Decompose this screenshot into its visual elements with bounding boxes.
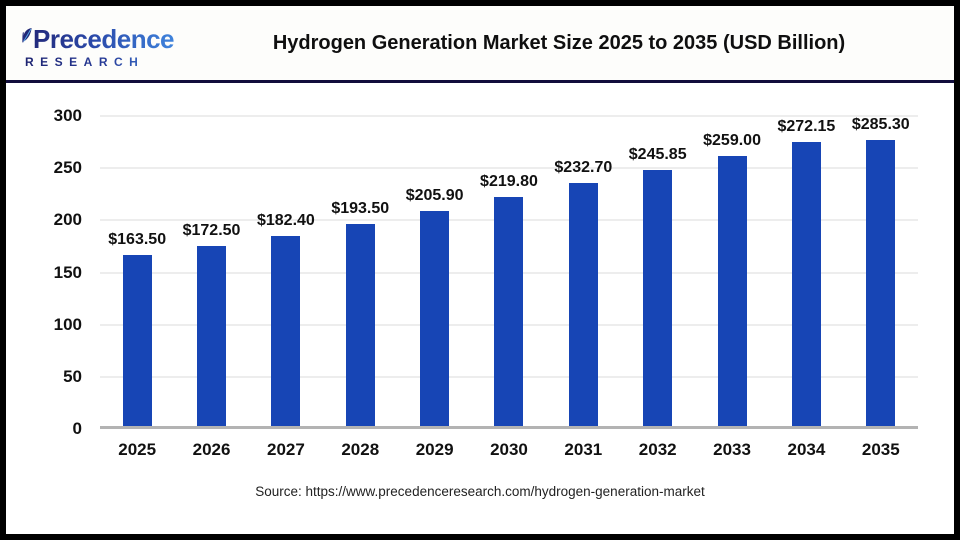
source-text: Source: https://www.precedenceresearch.c…	[255, 484, 705, 499]
x-tick-label: 2027	[266, 440, 305, 459]
bar-value-label: $205.90	[405, 187, 464, 205]
x-tick-label: 2031	[564, 440, 603, 459]
y-tick-label: 50	[63, 366, 82, 386]
bar	[271, 235, 301, 426]
bar	[420, 211, 450, 426]
bar	[568, 183, 598, 426]
header-divider	[6, 80, 954, 83]
bar-column: $163.50	[100, 116, 174, 426]
bar-column: $272.15	[769, 116, 843, 426]
bar-column: $232.70	[546, 116, 620, 426]
x-tick-label: 2025	[118, 440, 157, 459]
y-tick-label: 100	[53, 314, 82, 334]
y-tick-label: 250	[53, 158, 82, 178]
bar-value-label: $182.40	[256, 211, 315, 229]
x-tick-label: 2035	[861, 440, 900, 459]
bar-value-label: $259.00	[703, 131, 761, 149]
bar-column: $285.30	[844, 116, 918, 426]
bar-column: $245.85	[621, 116, 695, 426]
bar-value-label: $245.85	[628, 145, 687, 163]
leaf-icon	[22, 27, 32, 42]
header: Precedence RESEARCH Hydrogen Generation …	[6, 6, 954, 80]
x-tick-label: 2028	[341, 440, 380, 459]
chart-title: Hydrogen Generation Market Size 2025 to …	[272, 31, 846, 54]
bar-value-label: $272.15	[777, 118, 836, 136]
y-tick-label: 150	[53, 262, 82, 282]
bar-column: $193.50	[323, 116, 397, 426]
gridline	[100, 115, 918, 117]
bar	[494, 196, 524, 426]
bar	[791, 142, 821, 426]
gridline	[100, 167, 918, 170]
plot-area: $163.50 $172.50 $182.40 $193.50 $205.90 $219.…	[54, 107, 918, 438]
logo-wordmark: Precedence	[22, 18, 174, 52]
x-tick-label: 2029	[415, 440, 454, 459]
bar-column: $205.90	[397, 116, 471, 426]
precedence-logo: Precedence RESEARCH	[6, 18, 174, 69]
bars-row: $163.50 $172.50 $182.40 $193.50 $205.90 $219.…	[100, 116, 918, 426]
bar-column: $259.00	[695, 116, 769, 426]
bar	[122, 255, 152, 426]
bar-value-label: $193.50	[331, 200, 390, 218]
bar-value-label: $285.30	[851, 116, 910, 133]
bar-column: $182.40	[249, 116, 323, 426]
chart: $163.50 $172.50 $182.40 $193.50 $205.90 $219.…	[6, 83, 954, 499]
bar-column: $172.50	[174, 116, 248, 426]
x-axis-line	[100, 426, 918, 429]
bar	[717, 155, 747, 426]
y-tick-label: 200	[53, 210, 82, 230]
y-tick-label: 300	[53, 106, 82, 125]
bar	[643, 169, 673, 426]
x-tick-label: 2030	[490, 440, 528, 459]
bar	[345, 224, 375, 426]
x-axis-labels: 2025 2026 2027 2028 2029 2030 2031 2032 2033 2034…	[100, 429, 918, 460]
x-tick-label: 2034	[787, 440, 826, 459]
bar	[197, 246, 227, 426]
bar-value-label: $163.50	[108, 231, 167, 249]
x-tick-label: 2032	[638, 440, 677, 459]
bar-value-label: $219.80	[480, 172, 538, 190]
y-tick-label: 0	[72, 419, 82, 438]
logo-brand-name: Precedence	[33, 23, 174, 54]
bar-column: $219.80	[472, 116, 546, 426]
bar-value-label: $172.50	[182, 222, 241, 240]
bar-value-label: $232.70	[554, 159, 613, 177]
logo-brand-subtitle: RESEARCH	[22, 55, 174, 69]
x-tick-label: 2026	[192, 440, 231, 459]
x-tick-label: 2033	[713, 440, 751, 459]
bar	[866, 140, 896, 426]
